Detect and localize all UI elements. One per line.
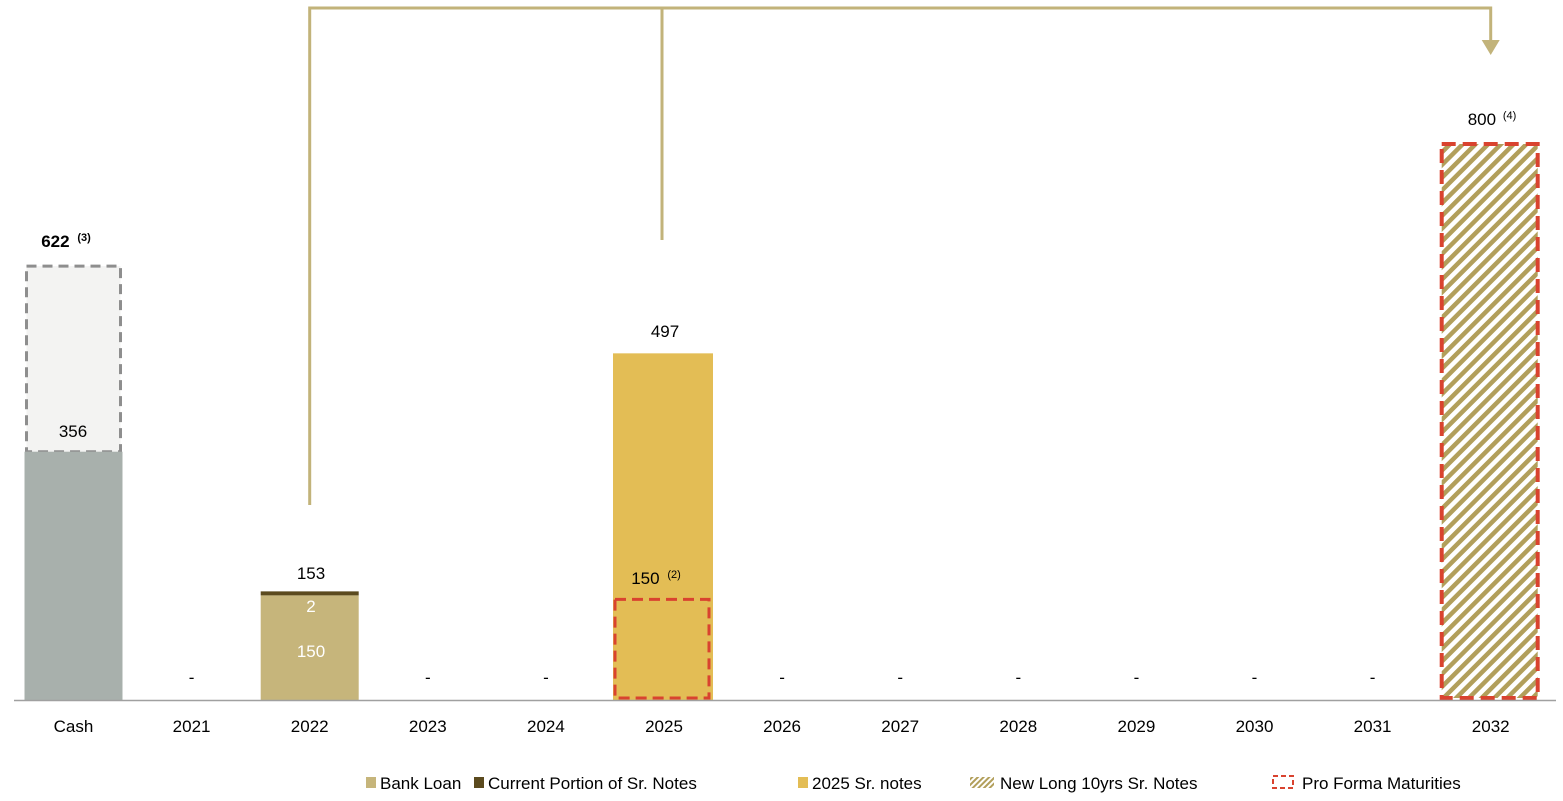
y2025-pro-forma-value: 150	[631, 569, 659, 588]
bar-cash-actual	[24, 451, 123, 700]
y2032-total-label: 800 (4)	[1468, 110, 1517, 129]
bar-2032-pro-forma	[1439, 142, 1540, 700]
y2022-total-label: 153	[297, 564, 325, 583]
bars-group	[24, 142, 1540, 700]
tick-label-2029: 2029	[1117, 717, 1155, 736]
bar-2025-pro-forma	[613, 597, 711, 700]
connector-line-main	[308, 6, 1493, 505]
tick-label-2030: 2030	[1236, 717, 1274, 736]
tick-label-cash: Cash	[54, 717, 94, 736]
empty-marker-2027: -	[897, 668, 903, 687]
bar-2025-sr-notes	[613, 353, 713, 700]
legend-swatch-new-long-10yrs-sr-notes	[970, 777, 994, 788]
empty-marker-2031: -	[1370, 668, 1376, 687]
tick-label-2023: 2023	[409, 717, 447, 736]
empty-marker-2021: -	[189, 668, 195, 687]
tick-label-2031: 2031	[1354, 717, 1392, 736]
tick-label-2032: 2032	[1472, 717, 1510, 736]
y2022-bank-label: 150	[297, 642, 325, 661]
y2025-pro-forma-note: (2)	[667, 569, 680, 581]
y2032-total-value: 800	[1468, 110, 1496, 129]
legend-label-bank-loan: Bank Loan	[380, 774, 461, 793]
tick-label-2022: 2022	[291, 717, 329, 736]
y2032-total-note: (4)	[1503, 110, 1516, 122]
data-labels: 356 622 (3) 153 2 150 497 150 (2) 800 (4…	[41, 110, 1516, 661]
x-axis-tick-labels: Cash 2021 2022 2023 2024 2025 2026 2027 2028 2029…	[54, 717, 1510, 736]
y2022-current-label: 2	[306, 597, 315, 616]
legend-label-current-portion-of-sr-notes: Current Portion of Sr. Notes	[488, 774, 697, 793]
empty-marker-2029: -	[1134, 668, 1140, 687]
bar-2032-new-notes	[1441, 144, 1538, 698]
legend-label-2025-sr-notes: 2025 Sr. notes	[812, 774, 922, 793]
legend-swatch-2025-sr-notes	[798, 777, 808, 788]
refinancing-connector	[308, 6, 1500, 505]
empty-marker-2024: -	[543, 668, 549, 687]
empty-markers: ---------	[189, 668, 1376, 687]
bar-2022-bank-loan	[260, 595, 359, 700]
tick-label-2021: 2021	[173, 717, 211, 736]
bar-2022-current-portion	[260, 591, 359, 596]
tick-label-2026: 2026	[763, 717, 801, 736]
empty-marker-2026: -	[779, 668, 785, 687]
y2025-pro-forma-label: 150 (2)	[631, 569, 681, 588]
cash-pro-forma-label: 622 (3)	[41, 232, 91, 251]
legend-swatch-pro-forma-maturities	[1272, 775, 1294, 789]
legend: Bank Loan Current Portion of Sr. Notes 202…	[366, 774, 1461, 793]
empty-marker-2023: -	[425, 668, 431, 687]
empty-marker-2030: -	[1252, 668, 1258, 687]
legend-swatch-bank-loan	[366, 777, 376, 788]
connector-arrowhead	[1481, 40, 1500, 55]
tick-label-2028: 2028	[999, 717, 1037, 736]
cash-pro-forma-note: (3)	[77, 232, 91, 244]
legend-swatch-current-portion-of-sr-notes	[474, 777, 484, 788]
legend-label-new-long-10yrs-sr-notes: New Long 10yrs Sr. Notes	[1000, 774, 1197, 793]
cash-pro-forma-value: 622	[41, 232, 69, 251]
tick-label-2025: 2025	[645, 717, 683, 736]
y2025-total-label: 497	[651, 322, 679, 341]
tick-label-2024: 2024	[527, 717, 565, 736]
tick-label-2027: 2027	[881, 717, 919, 736]
legend-label-pro-forma-maturities: Pro Forma Maturities	[1302, 774, 1461, 793]
empty-marker-2028: -	[1015, 668, 1021, 687]
cash-actual-label: 356	[59, 422, 87, 441]
